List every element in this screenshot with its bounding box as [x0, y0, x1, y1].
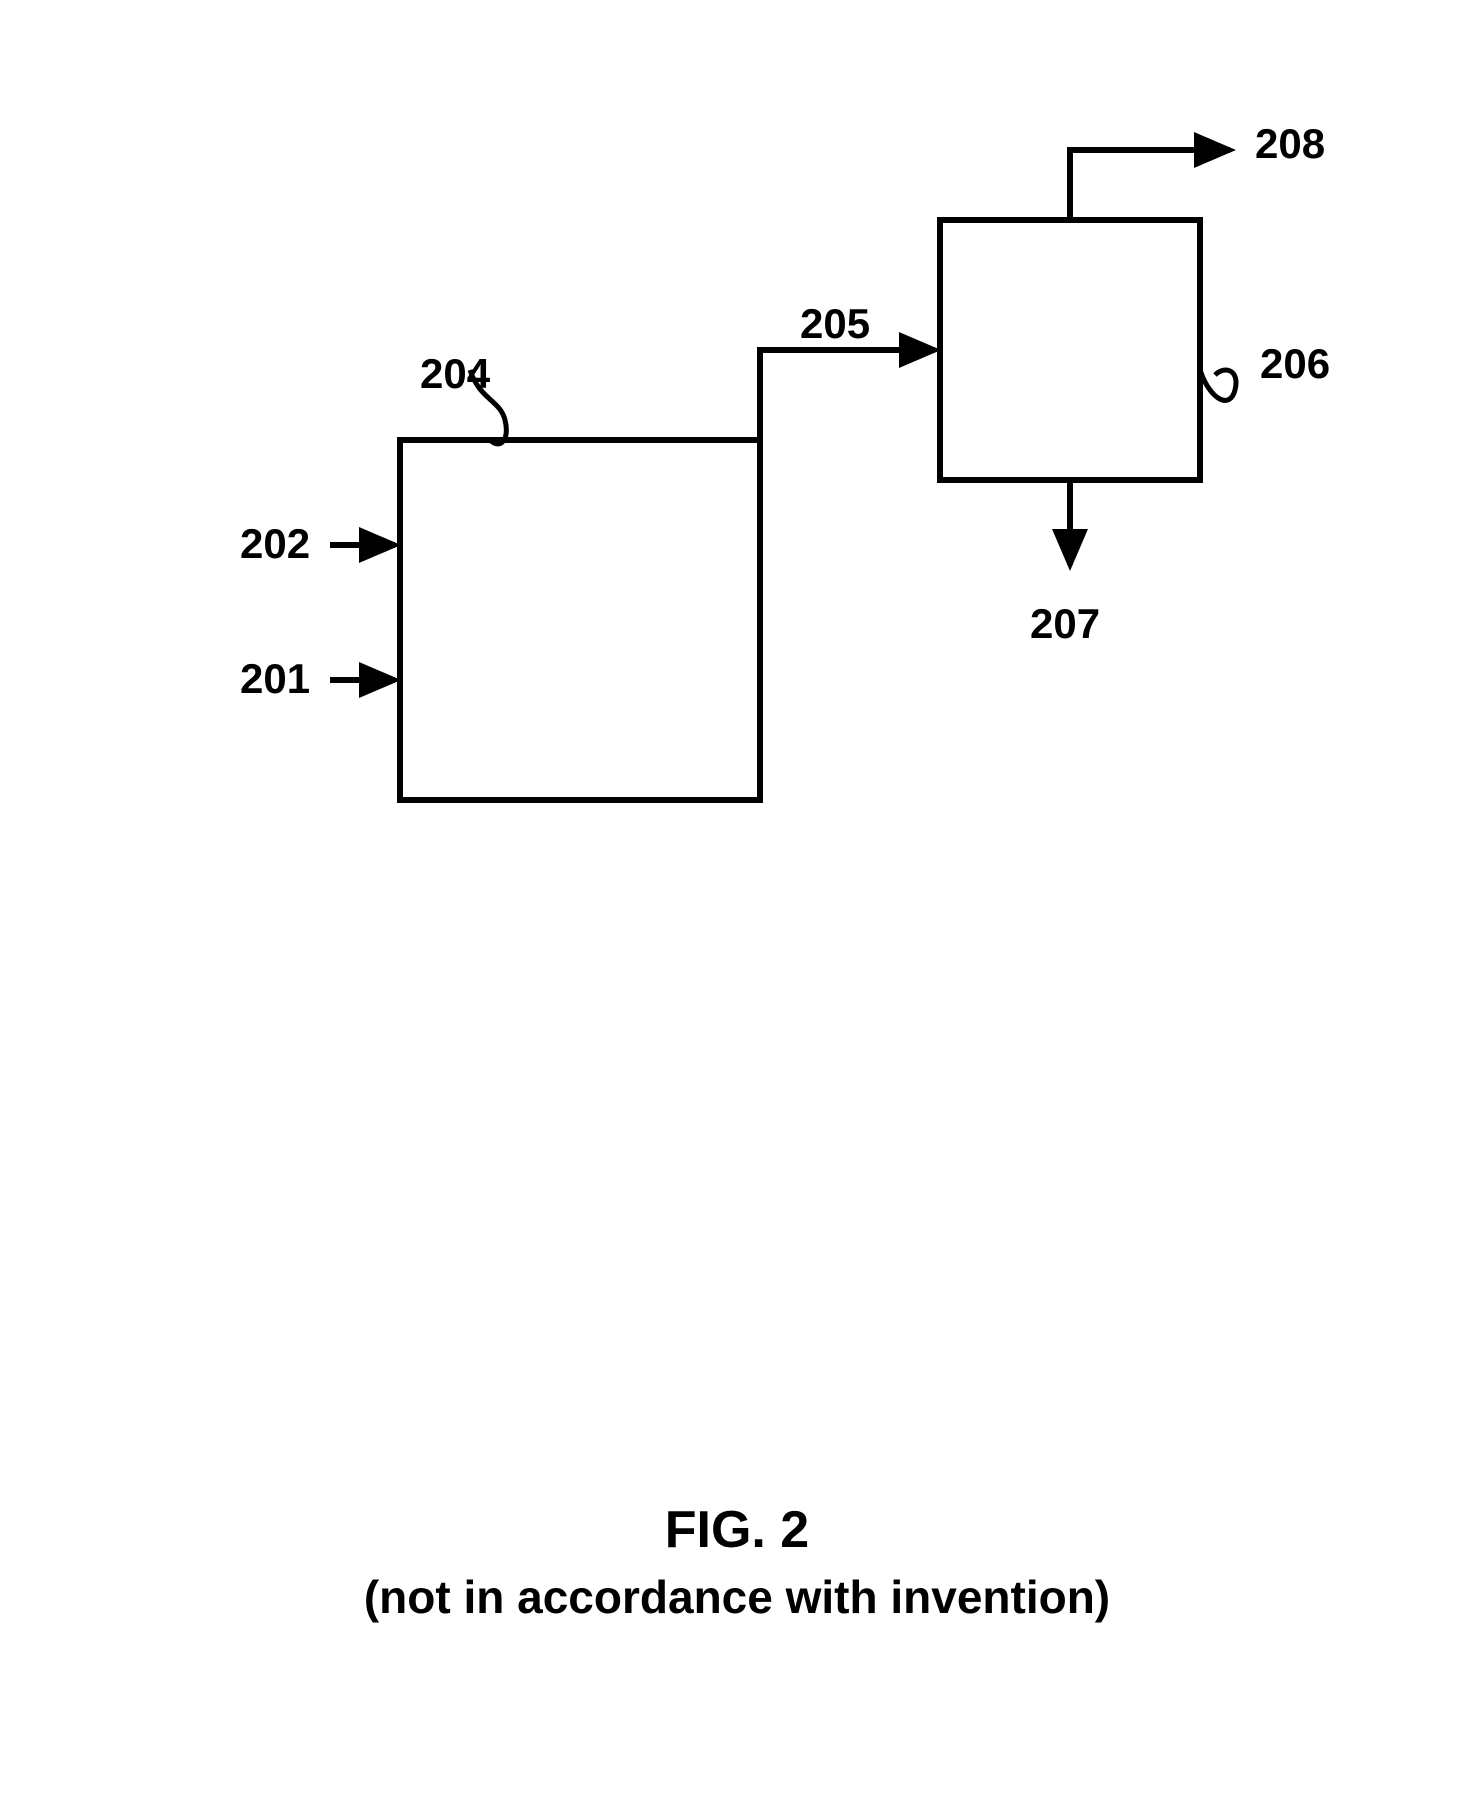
leader-206: [1200, 370, 1236, 400]
box-204: [400, 440, 760, 800]
label-204: 204: [420, 350, 490, 398]
diagram-container: 204 206 202 201 205 207 208 FIG. 2 (not …: [0, 0, 1474, 1806]
label-206: 206: [1260, 340, 1330, 388]
figure-title: FIG. 2: [0, 1500, 1474, 1560]
label-207: 207: [1030, 600, 1100, 648]
label-205: 205: [800, 300, 870, 348]
arrow-208: [1070, 150, 1230, 220]
label-201: 201: [240, 655, 310, 703]
arrow-205: [760, 350, 935, 440]
figure-subtitle: (not in accordance with invention): [0, 1570, 1474, 1624]
label-202: 202: [240, 520, 310, 568]
label-208: 208: [1255, 120, 1325, 168]
box-206: [940, 220, 1200, 480]
